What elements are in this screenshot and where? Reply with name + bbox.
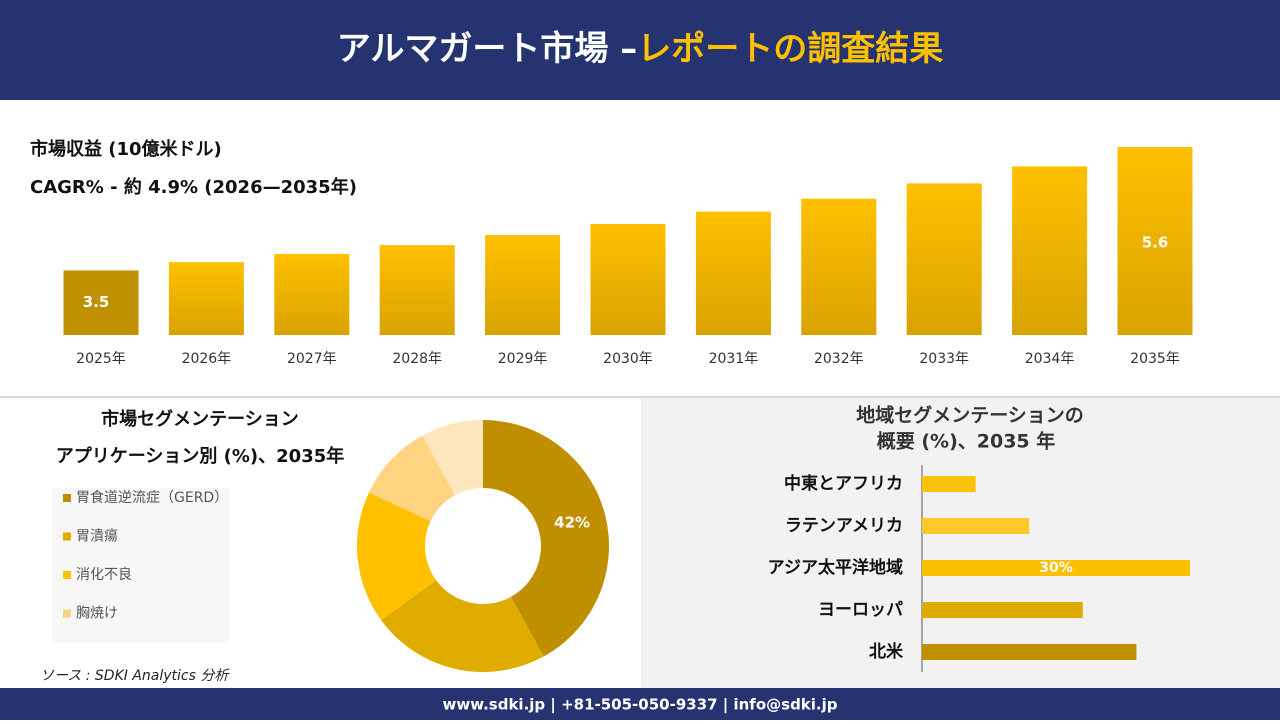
legend-swatch	[63, 571, 71, 579]
region-panel	[641, 398, 1280, 688]
legend-swatch	[63, 609, 71, 618]
x-tick-label: 2028年	[392, 351, 442, 367]
category-label: 中東とアフリカ	[784, 473, 903, 494]
bar	[168, 262, 244, 335]
bar	[922, 560, 1190, 576]
chart-subtitle: 概要 (%)、2035 年	[877, 430, 1056, 453]
bar	[379, 245, 455, 335]
x-tick-label: 2033年	[919, 351, 969, 367]
bar	[922, 518, 1030, 534]
page-title: アルマガート市場 –レポートの調査結果	[337, 29, 944, 69]
title-main: アルマガート市場 –	[337, 29, 638, 69]
category-label: ヨーロッパ	[818, 600, 903, 620]
divider	[0, 396, 1280, 398]
bar	[906, 183, 982, 335]
bar	[485, 235, 561, 335]
x-tick-label: 2026年	[182, 351, 232, 367]
donut-slice	[368, 435, 456, 522]
chart-subtitle: CAGR% - 約 4.9% (2026—2035年)	[30, 176, 357, 198]
bar	[63, 270, 139, 335]
chart-title: 市場収益 (10億米ドル)	[30, 138, 222, 160]
x-tick-label: 2031年	[709, 351, 759, 367]
bar	[922, 644, 1137, 660]
legend-label: 胸焼け	[76, 606, 118, 622]
x-tick-label: 2027年	[287, 351, 337, 367]
category-label: 北米	[869, 641, 904, 662]
legend-swatch	[63, 532, 71, 541]
donut-slice	[422, 420, 483, 496]
legend-swatch	[63, 494, 71, 502]
bar	[590, 223, 666, 335]
bar	[1012, 166, 1088, 335]
x-tick-label: 2029年	[498, 351, 548, 367]
legend-label: 胃潰瘍	[76, 528, 118, 545]
donut-slice	[483, 420, 609, 657]
donut-slice	[381, 580, 544, 672]
legend-box	[52, 488, 230, 643]
category-label: アジア太平洋地域	[768, 557, 903, 578]
chart-title: 市場セグメンテーション	[101, 408, 299, 430]
data-label: 5.6	[1142, 234, 1169, 252]
x-tick-label: 2030年	[603, 351, 653, 367]
legend-label: 消化不良	[76, 567, 132, 583]
bar	[801, 198, 877, 335]
data-label: 30%	[1039, 560, 1073, 576]
donut-slice	[357, 492, 437, 621]
chart-title: 地域セグメンテーションの	[856, 404, 1084, 427]
source-note: ソース : SDKI Analytics 分析	[40, 668, 230, 684]
bar	[922, 476, 976, 492]
footer-band	[0, 688, 1280, 720]
chart-subtitle: アプリケーション別 (%)、2035年	[56, 445, 345, 467]
data-label: 3.5	[83, 293, 110, 311]
category-label: ラテンアメリカ	[785, 516, 903, 536]
x-tick-label: 2034年	[1025, 351, 1075, 367]
x-tick-label: 2032年	[814, 351, 864, 367]
x-tick-label: 2025年	[76, 351, 126, 367]
header-band	[0, 0, 1280, 100]
bar	[695, 211, 771, 335]
x-tick-label: 2035年	[1130, 351, 1180, 367]
bar	[1117, 147, 1193, 335]
bar	[922, 602, 1083, 618]
legend-label: 胃食道逆流症（GERD）	[76, 489, 228, 506]
data-label: 42%	[554, 514, 590, 532]
title-highlight: レポートの調査結果	[637, 29, 943, 69]
bar	[274, 253, 350, 335]
footer-contact: www.sdki.jp | +81-505-050-9337 | info@sd…	[442, 696, 837, 715]
